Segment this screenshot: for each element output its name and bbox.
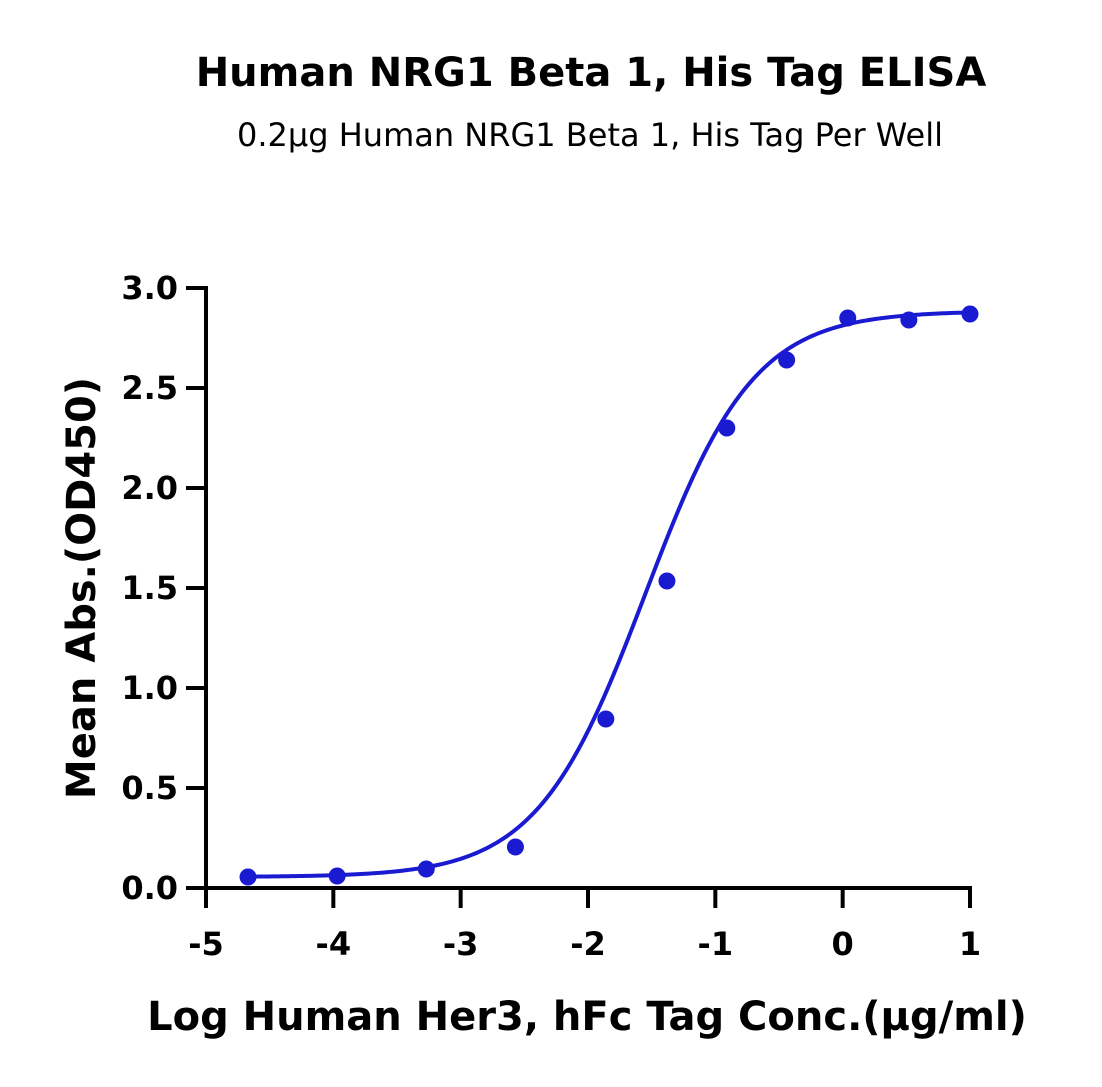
chart-title: Human NRG1 Beta 1, His Tag ELISA — [195, 50, 987, 96]
y-tick-label: 0.0 — [121, 869, 178, 907]
fit-curve-layer — [248, 310, 971, 879]
x-tick-label: -1 — [698, 925, 734, 963]
y-tick-label: 2.5 — [121, 369, 178, 407]
data-point — [328, 867, 346, 885]
data-point — [658, 572, 676, 590]
data-point — [597, 710, 615, 728]
data-point — [778, 351, 796, 369]
y-axis-label: Mean Abs.(OD450) — [59, 377, 105, 799]
data-point — [900, 311, 918, 329]
data-points-layer — [239, 305, 979, 886]
data-point — [961, 305, 979, 323]
data-point — [239, 868, 257, 886]
x-tick-label: -2 — [570, 925, 606, 963]
y-tick-label: 0.5 — [121, 769, 178, 807]
y-tick-label: 3.0 — [121, 269, 178, 307]
x-tick-label: -3 — [443, 925, 479, 963]
x-tick-label: -5 — [188, 925, 224, 963]
chart-subtitle: 0.2μg Human NRG1 Beta 1, His Tag Per Wel… — [236, 116, 944, 154]
axes: 0.0 0.5 1.0 1.5 2.0 2.5 3.0 -5 -4 -3 -2 -1 0 1 — [121, 269, 981, 963]
fit-curve — [248, 310, 971, 879]
data-point — [718, 419, 736, 437]
y-tick-label: 2.0 — [121, 469, 178, 507]
x-axis-label: Log Human Her3, hFc Tag Conc.(μg/ml) — [147, 994, 1027, 1040]
data-point — [506, 838, 524, 856]
x-tick-label: 0 — [832, 925, 854, 963]
data-point — [417, 860, 435, 878]
y-tick-label: 1.0 — [121, 669, 178, 707]
x-tick-label: -4 — [316, 925, 352, 963]
x-tick-label: 1 — [959, 925, 981, 963]
data-point — [839, 309, 857, 327]
y-tick-label: 1.5 — [121, 569, 178, 607]
